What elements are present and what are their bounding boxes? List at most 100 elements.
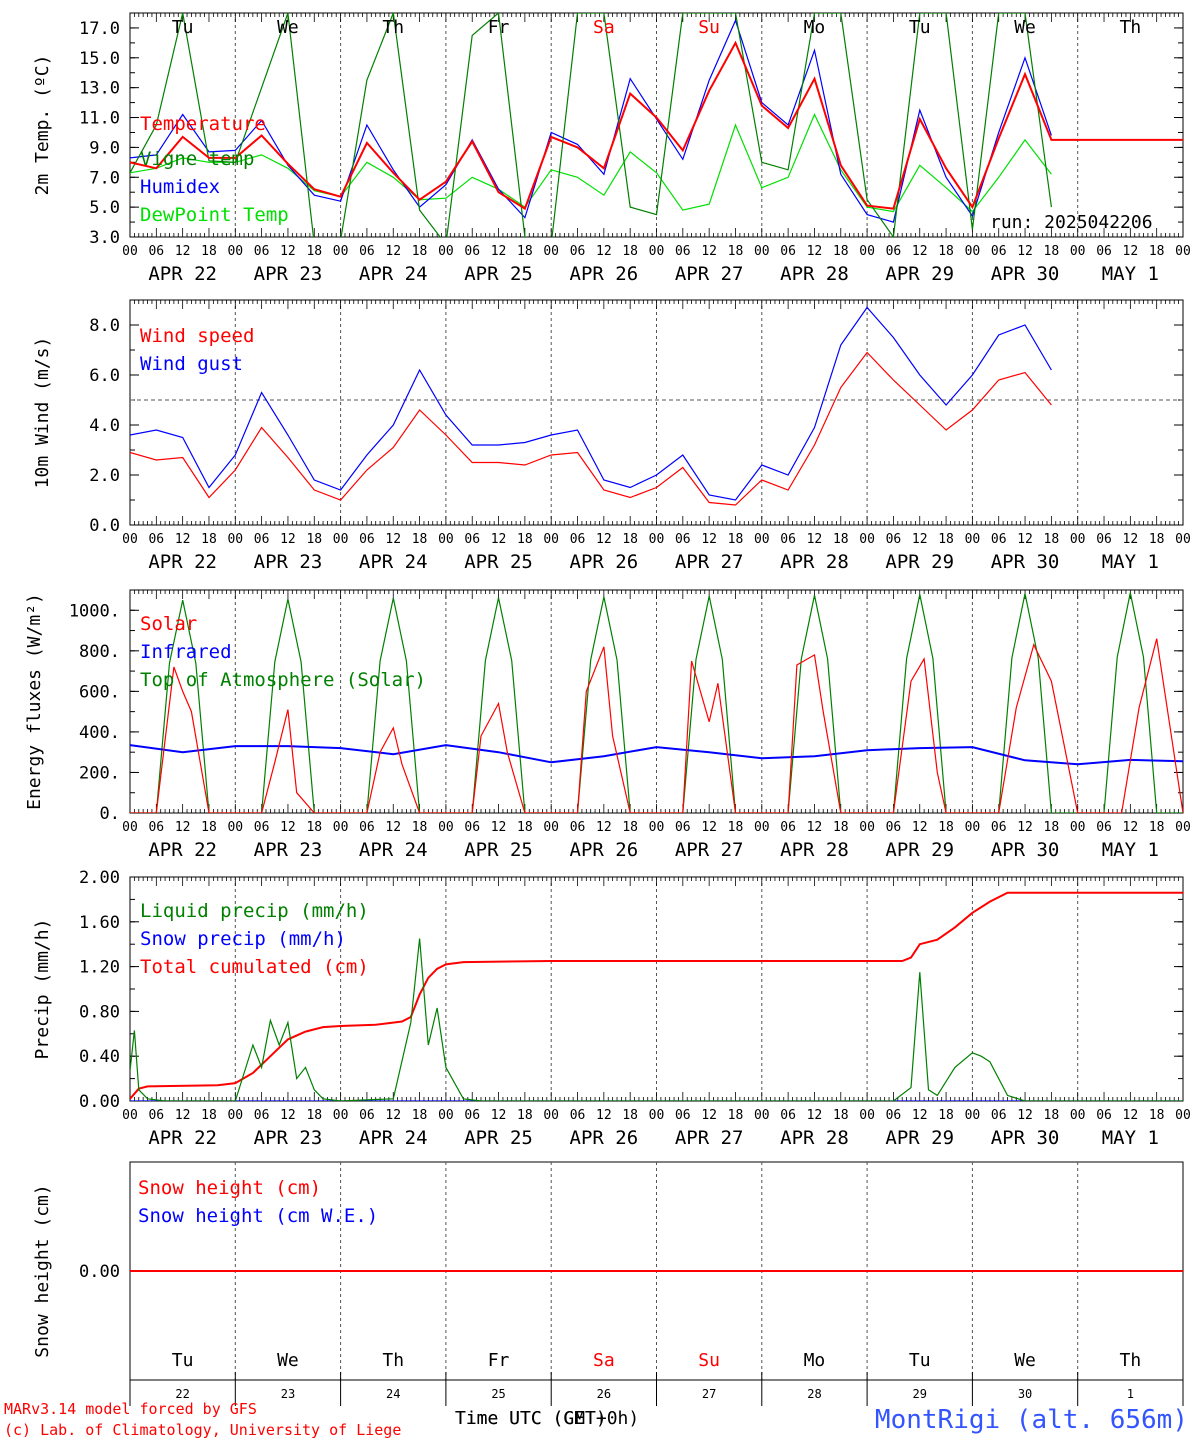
hour-tick-label: 06 bbox=[991, 244, 1007, 259]
date-label: APR 30 bbox=[991, 551, 1060, 573]
hour-tick-label: 18 bbox=[517, 820, 533, 835]
label-layer: 00 06 12 18 00 06 12 18 00 06 12 18 00 06 12 18 00 06 12 18… bbox=[24, 17, 1191, 1401]
series-line-wind-speed bbox=[130, 351, 1052, 506]
hour-tick-label: 06 bbox=[570, 1108, 586, 1123]
y-tick-label: 0.0 bbox=[89, 516, 120, 536]
day-number: 27 bbox=[702, 1387, 716, 1401]
y-tick-label: 4.0 bbox=[89, 416, 120, 436]
hour-tick-label: 06 bbox=[675, 820, 691, 835]
hour-tick-label: 12 bbox=[280, 244, 296, 259]
hour-tick-label: 18 bbox=[412, 244, 428, 259]
hour-tick-label: 00 bbox=[227, 532, 243, 547]
y-tick-label: 0. bbox=[100, 804, 120, 824]
hour-tick-label: 18 bbox=[1044, 244, 1060, 259]
hour-tick-label: 00 bbox=[438, 820, 454, 835]
hour-tick-label: 18 bbox=[938, 1108, 954, 1123]
hour-tick-label: 06 bbox=[991, 820, 1007, 835]
hour-tick-label: 06 bbox=[780, 1108, 796, 1123]
date-label: APR 23 bbox=[254, 1127, 323, 1149]
series-line-infrared bbox=[130, 744, 1183, 766]
hour-tick-label: 12 bbox=[491, 1108, 507, 1123]
y-tick-label: 3.0 bbox=[89, 228, 120, 248]
legend-label: Total cumulated (cm) bbox=[140, 956, 369, 978]
hour-tick-label: 12 bbox=[912, 820, 928, 835]
hour-tick-label: 12 bbox=[807, 532, 823, 547]
hour-tick-label: 12 bbox=[1123, 820, 1139, 835]
hour-tick-label: 12 bbox=[280, 1108, 296, 1123]
y-tick-label: 400. bbox=[79, 723, 120, 743]
hour-tick-label: 06 bbox=[254, 820, 270, 835]
day-number: 29 bbox=[913, 1387, 927, 1401]
hour-tick-label: 12 bbox=[1123, 244, 1139, 259]
hour-tick-label: 12 bbox=[1123, 532, 1139, 547]
hour-tick-label: 12 bbox=[491, 244, 507, 259]
hour-tick-label: 06 bbox=[886, 244, 902, 259]
hour-tick-label: 18 bbox=[517, 532, 533, 547]
date-label: APR 29 bbox=[885, 1127, 954, 1149]
hour-tick-label: 18 bbox=[622, 1108, 638, 1123]
hour-tick-label: 12 bbox=[1123, 1108, 1139, 1123]
y-tick-label: 200. bbox=[79, 763, 120, 783]
hour-tick-label: 06 bbox=[359, 244, 375, 259]
panel-frame-energy bbox=[129, 589, 1184, 814]
hour-tick-label: 18 bbox=[517, 244, 533, 259]
y-tick-label: 6.0 bbox=[89, 366, 120, 386]
station-name: MontRigi (alt. 656m) bbox=[875, 1405, 1188, 1435]
legend-label: Wind speed bbox=[140, 325, 254, 347]
date-label: APR 27 bbox=[675, 551, 744, 573]
hour-tick-label: 00 bbox=[754, 1108, 770, 1123]
hour-tick-label: 00 bbox=[1070, 820, 1086, 835]
hour-tick-label: 12 bbox=[807, 244, 823, 259]
panel-frame-wind bbox=[129, 299, 1184, 526]
hour-tick-label: 18 bbox=[201, 532, 217, 547]
hour-tick-label: 12 bbox=[280, 532, 296, 547]
hour-tick-label: 12 bbox=[596, 244, 612, 259]
hour-tick-label: 18 bbox=[728, 532, 744, 547]
hour-tick-label: 18 bbox=[728, 820, 744, 835]
date-label: APR 28 bbox=[780, 263, 849, 285]
hour-tick-label: 18 bbox=[728, 244, 744, 259]
hour-tick-label: 06 bbox=[464, 1108, 480, 1123]
hour-tick-label: 00 bbox=[122, 532, 138, 547]
hour-tick-label: 12 bbox=[1017, 532, 1033, 547]
hour-tick-label: 06 bbox=[148, 244, 164, 259]
hour-tick-label: 00 bbox=[438, 532, 454, 547]
y-axis-label: Energy fluxes (W/m²) bbox=[24, 593, 45, 810]
y-tick-label: 2.00 bbox=[79, 868, 120, 888]
hour-tick-label: 12 bbox=[385, 532, 401, 547]
hour-tick-label: 12 bbox=[807, 820, 823, 835]
legend-label: Snow height (cm) bbox=[138, 1177, 321, 1199]
day-name-bottom: Sa bbox=[593, 1350, 615, 1371]
hour-tick-label: 00 bbox=[543, 1108, 559, 1123]
hour-tick-label: 06 bbox=[359, 1108, 375, 1123]
hour-tick-label: 12 bbox=[175, 820, 191, 835]
series-line-temperature bbox=[130, 40, 1183, 211]
date-label: APR 24 bbox=[359, 1127, 428, 1149]
hour-tick-label: 06 bbox=[780, 244, 796, 259]
series-line-vigne-temp bbox=[130, 13, 1052, 237]
hour-tick-label: 00 bbox=[333, 244, 349, 259]
hour-tick-label: 00 bbox=[754, 532, 770, 547]
day-name-top: We bbox=[1014, 17, 1036, 38]
legend-label: Infrared bbox=[140, 641, 232, 663]
hour-tick-label: 00 bbox=[1070, 532, 1086, 547]
hour-tick-label: 12 bbox=[701, 244, 717, 259]
y-axis-label: 10m Wind (m/s) bbox=[32, 337, 53, 489]
series-line-total-cumulated-cm- bbox=[130, 891, 1183, 1100]
hour-tick-label: 06 bbox=[1096, 532, 1112, 547]
day-number: 25 bbox=[491, 1387, 505, 1401]
hour-tick-label: 18 bbox=[306, 1108, 322, 1123]
day-name-bottom: Tu bbox=[909, 1350, 931, 1371]
day-name-top: Mo bbox=[804, 17, 826, 38]
hour-tick-label: 06 bbox=[359, 820, 375, 835]
hour-tick-label: 00 bbox=[649, 1108, 665, 1123]
hour-tick-label: 06 bbox=[464, 820, 480, 835]
y-axis-label: Snow height (cm) bbox=[32, 1184, 53, 1357]
day-name-bottom: Th bbox=[382, 1350, 404, 1371]
date-label: APR 28 bbox=[780, 1127, 849, 1149]
hour-tick-label: 18 bbox=[1149, 1108, 1165, 1123]
hour-tick-label: 00 bbox=[333, 1108, 349, 1123]
y-tick-label: 15.0 bbox=[79, 49, 120, 69]
run-label: run: 2025042206 bbox=[990, 212, 1153, 233]
day-number: 1 bbox=[1127, 1387, 1134, 1401]
